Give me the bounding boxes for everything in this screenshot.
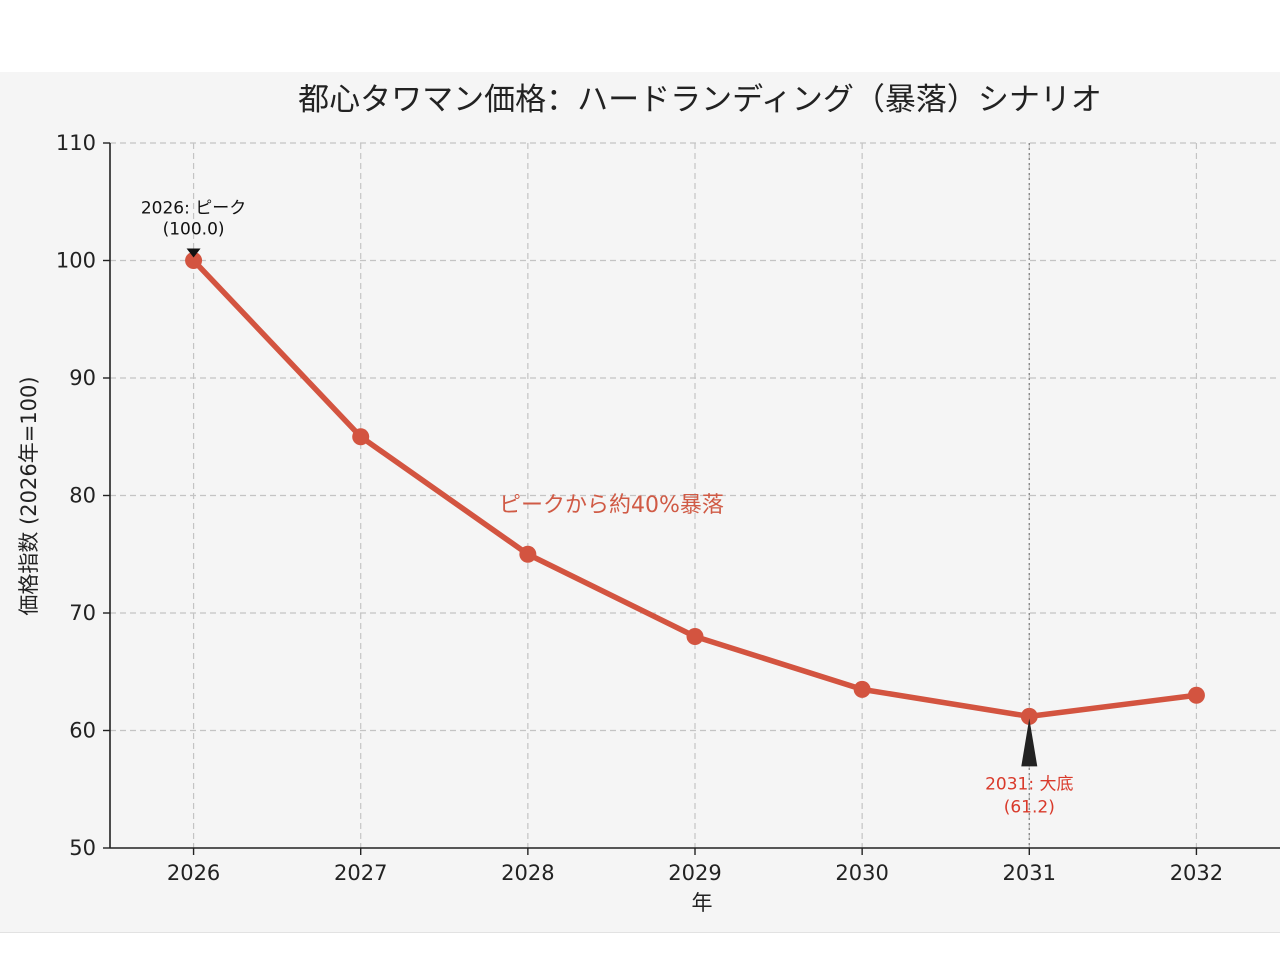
data-point: [686, 628, 704, 645]
x-tick-label: 2028: [501, 861, 554, 885]
bottom-label-line1: 2031: 大底: [985, 774, 1073, 794]
y-tick-label: 60: [69, 719, 96, 743]
grid: [110, 142, 1280, 848]
chart-panel: [0, 72, 1280, 933]
drop-annotation: ピークから約40%暴落: [499, 493, 724, 518]
x-tick-label: 2027: [334, 861, 387, 885]
series: [185, 252, 1205, 725]
y-tick-label: 110: [56, 131, 96, 155]
peak-arrow: [186, 248, 201, 258]
y-tick-label: 100: [56, 249, 96, 273]
data-point: [352, 428, 370, 446]
chart-title: 都心タワマン価格：ハードランディング（暴落）シナリオ: [298, 82, 1102, 118]
x-axis-title: 年: [692, 891, 713, 915]
y-tick-label: 90: [69, 366, 96, 390]
data-point: [1187, 686, 1205, 704]
x-tick-label: 2026: [167, 861, 220, 885]
x-tick-label: 2030: [835, 861, 888, 885]
x-tick-label: 2029: [668, 861, 721, 885]
x-ticks: 2026 2027 2028 2029 2030 2031 2032: [167, 848, 1223, 885]
bottom-label-line2: (61.2): [1004, 797, 1055, 817]
data-point: [853, 680, 871, 698]
y-axis-title: 価格指数 (2026年=100): [17, 376, 41, 615]
annotations: 2026: ピーク (100.0) 2031: 大底 (61.2) ピークから約…: [141, 199, 1074, 818]
x-tick-label: 2031: [1003, 861, 1056, 885]
bottom-arrow: [1021, 718, 1038, 767]
y-tick-label: 80: [69, 484, 96, 508]
peak-label-line2: (100.0): [163, 220, 225, 240]
data-point: [519, 545, 537, 563]
data-point: [185, 252, 203, 269]
data-point: [1020, 707, 1038, 725]
y-ticks: 50 60 70 80 90 100 110: [56, 131, 110, 860]
y-tick-label: 50: [69, 836, 96, 860]
peak-label-line1: 2026: ピーク: [141, 199, 246, 219]
x-tick-label: 2032: [1170, 861, 1223, 885]
y-tick-label: 70: [69, 601, 96, 625]
